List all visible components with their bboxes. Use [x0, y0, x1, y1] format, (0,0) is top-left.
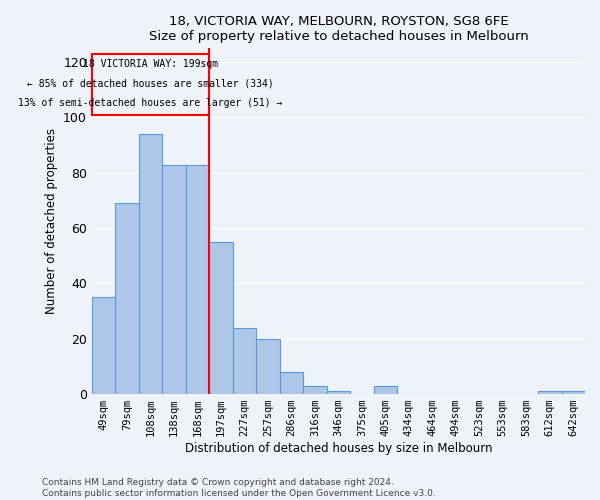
Title: 18, VICTORIA WAY, MELBOURN, ROYSTON, SG8 6FE
Size of property relative to detach: 18, VICTORIA WAY, MELBOURN, ROYSTON, SG8… — [149, 15, 528, 43]
Bar — [326, 392, 350, 394]
FancyBboxPatch shape — [92, 54, 209, 114]
Bar — [538, 392, 562, 394]
Bar — [209, 242, 233, 394]
X-axis label: Distribution of detached houses by size in Melbourn: Distribution of detached houses by size … — [185, 442, 492, 455]
Bar — [562, 392, 585, 394]
Bar — [280, 372, 303, 394]
Bar — [233, 328, 256, 394]
Text: 18 VICTORIA WAY: 199sqm: 18 VICTORIA WAY: 199sqm — [83, 60, 218, 70]
Bar — [186, 164, 209, 394]
Text: ← 85% of detached houses are smaller (334): ← 85% of detached houses are smaller (33… — [27, 79, 274, 89]
Bar — [139, 134, 162, 394]
Bar — [303, 386, 326, 394]
Bar — [92, 298, 115, 394]
Bar — [115, 203, 139, 394]
Bar — [256, 339, 280, 394]
Y-axis label: Number of detached properties: Number of detached properties — [44, 128, 58, 314]
Bar — [162, 164, 186, 394]
Text: Contains HM Land Registry data © Crown copyright and database right 2024.
Contai: Contains HM Land Registry data © Crown c… — [42, 478, 436, 498]
Text: 13% of semi-detached houses are larger (51) →: 13% of semi-detached houses are larger (… — [19, 98, 283, 108]
Bar — [374, 386, 397, 394]
